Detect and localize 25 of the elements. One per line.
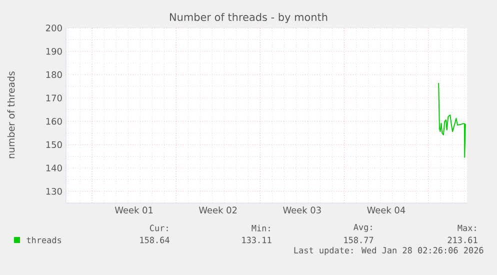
text: 158.64 bbox=[140, 236, 170, 244]
y-tick-label: 140 bbox=[46, 164, 62, 172]
text: 158.77 bbox=[344, 236, 374, 244]
y-tick-label: 130 bbox=[46, 188, 62, 195]
y-tick-label: 170 bbox=[46, 94, 62, 102]
text: 133.11 bbox=[242, 236, 272, 244]
text: Last update: Wed Jan 28 02:26:06 2026 bbox=[294, 246, 484, 256]
text: 213.61 bbox=[448, 236, 478, 244]
y-tick-label: 180 bbox=[46, 71, 62, 78]
text: Min: bbox=[252, 224, 270, 232]
y-tick-label: 200 bbox=[46, 24, 62, 32]
x-tick-label: Week 04 bbox=[367, 206, 406, 214]
x-tick-label: Week 03 bbox=[283, 206, 321, 214]
text: Cur: bbox=[150, 224, 168, 232]
y-tick-label: 190 bbox=[46, 48, 62, 55]
chart-title: Number of threads - by month bbox=[170, 12, 328, 24]
x-tick-label: Week 01 bbox=[114, 206, 153, 214]
text: Max: bbox=[458, 224, 476, 232]
legend-label: threads bbox=[26, 236, 62, 244]
x-tick-label: Week 02 bbox=[198, 206, 237, 214]
y-axis-title: number of threads bbox=[7, 71, 15, 158]
y-tick-label: 160 bbox=[46, 118, 62, 125]
line-series bbox=[438, 82, 466, 158]
text: Avg: bbox=[354, 224, 372, 232]
y-tick-label: 150 bbox=[46, 141, 62, 148]
